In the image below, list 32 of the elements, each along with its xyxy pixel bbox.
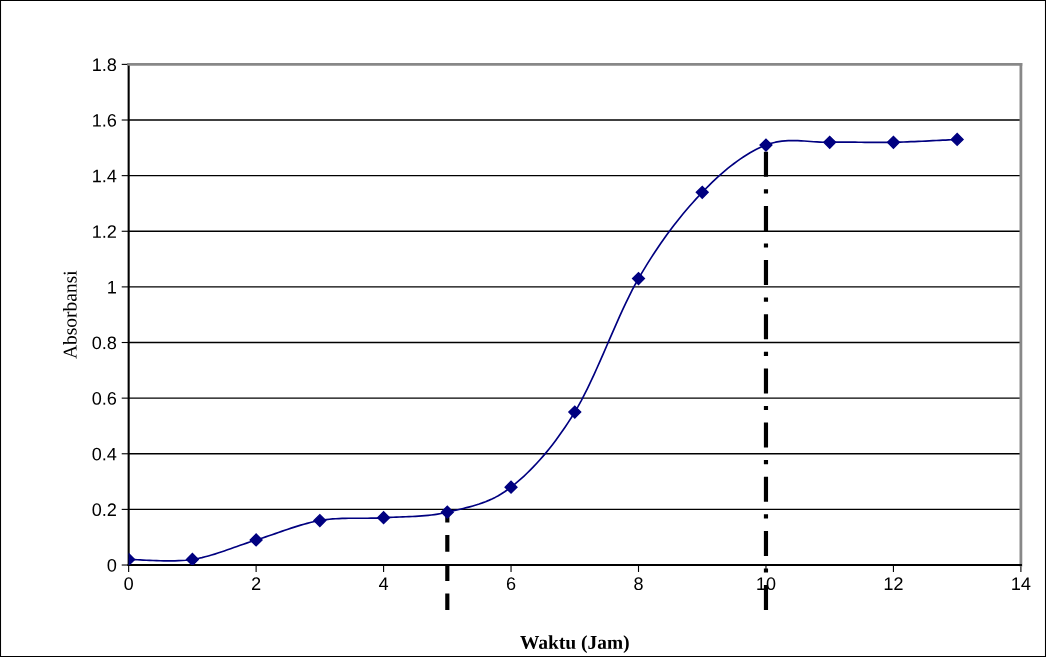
point xyxy=(376,511,391,525)
point xyxy=(249,533,263,547)
y-tick-label: 0.2 xyxy=(92,503,116,517)
point xyxy=(313,513,327,528)
point xyxy=(504,480,518,494)
point xyxy=(695,185,709,199)
y-tick-label: 0.6 xyxy=(92,392,117,405)
point xyxy=(950,132,964,147)
y-axis-title: Absorbansi xyxy=(63,270,77,359)
point xyxy=(185,552,199,566)
point xyxy=(886,135,901,149)
y-tick-label: 1.8 xyxy=(93,58,117,72)
x-tick-label: 8 xyxy=(634,577,643,591)
point xyxy=(440,505,454,519)
x-axis-title: Waktu (Jam) xyxy=(520,635,629,653)
x-tick-label: 4 xyxy=(378,577,389,590)
y-tick-label: 0.4 xyxy=(92,447,117,461)
y-tick-label: 1.6 xyxy=(93,113,117,127)
x-tick-label: 6 xyxy=(506,577,516,591)
x-tick-label: 2 xyxy=(252,577,261,590)
point xyxy=(823,135,837,149)
y-tick-label: 0.8 xyxy=(92,336,117,350)
point xyxy=(759,138,773,152)
x-tick-label: 0 xyxy=(124,577,133,591)
y-tick-label: 1.2 xyxy=(93,225,116,238)
x-tick-label: 14 xyxy=(1012,577,1031,590)
point xyxy=(631,271,646,286)
x-tick-label: 12 xyxy=(884,577,903,590)
point xyxy=(568,405,582,419)
y-tick-label: 1 xyxy=(108,281,116,294)
y-tick-label: 1.4 xyxy=(93,169,117,183)
y-tick-label: 0 xyxy=(107,558,117,572)
